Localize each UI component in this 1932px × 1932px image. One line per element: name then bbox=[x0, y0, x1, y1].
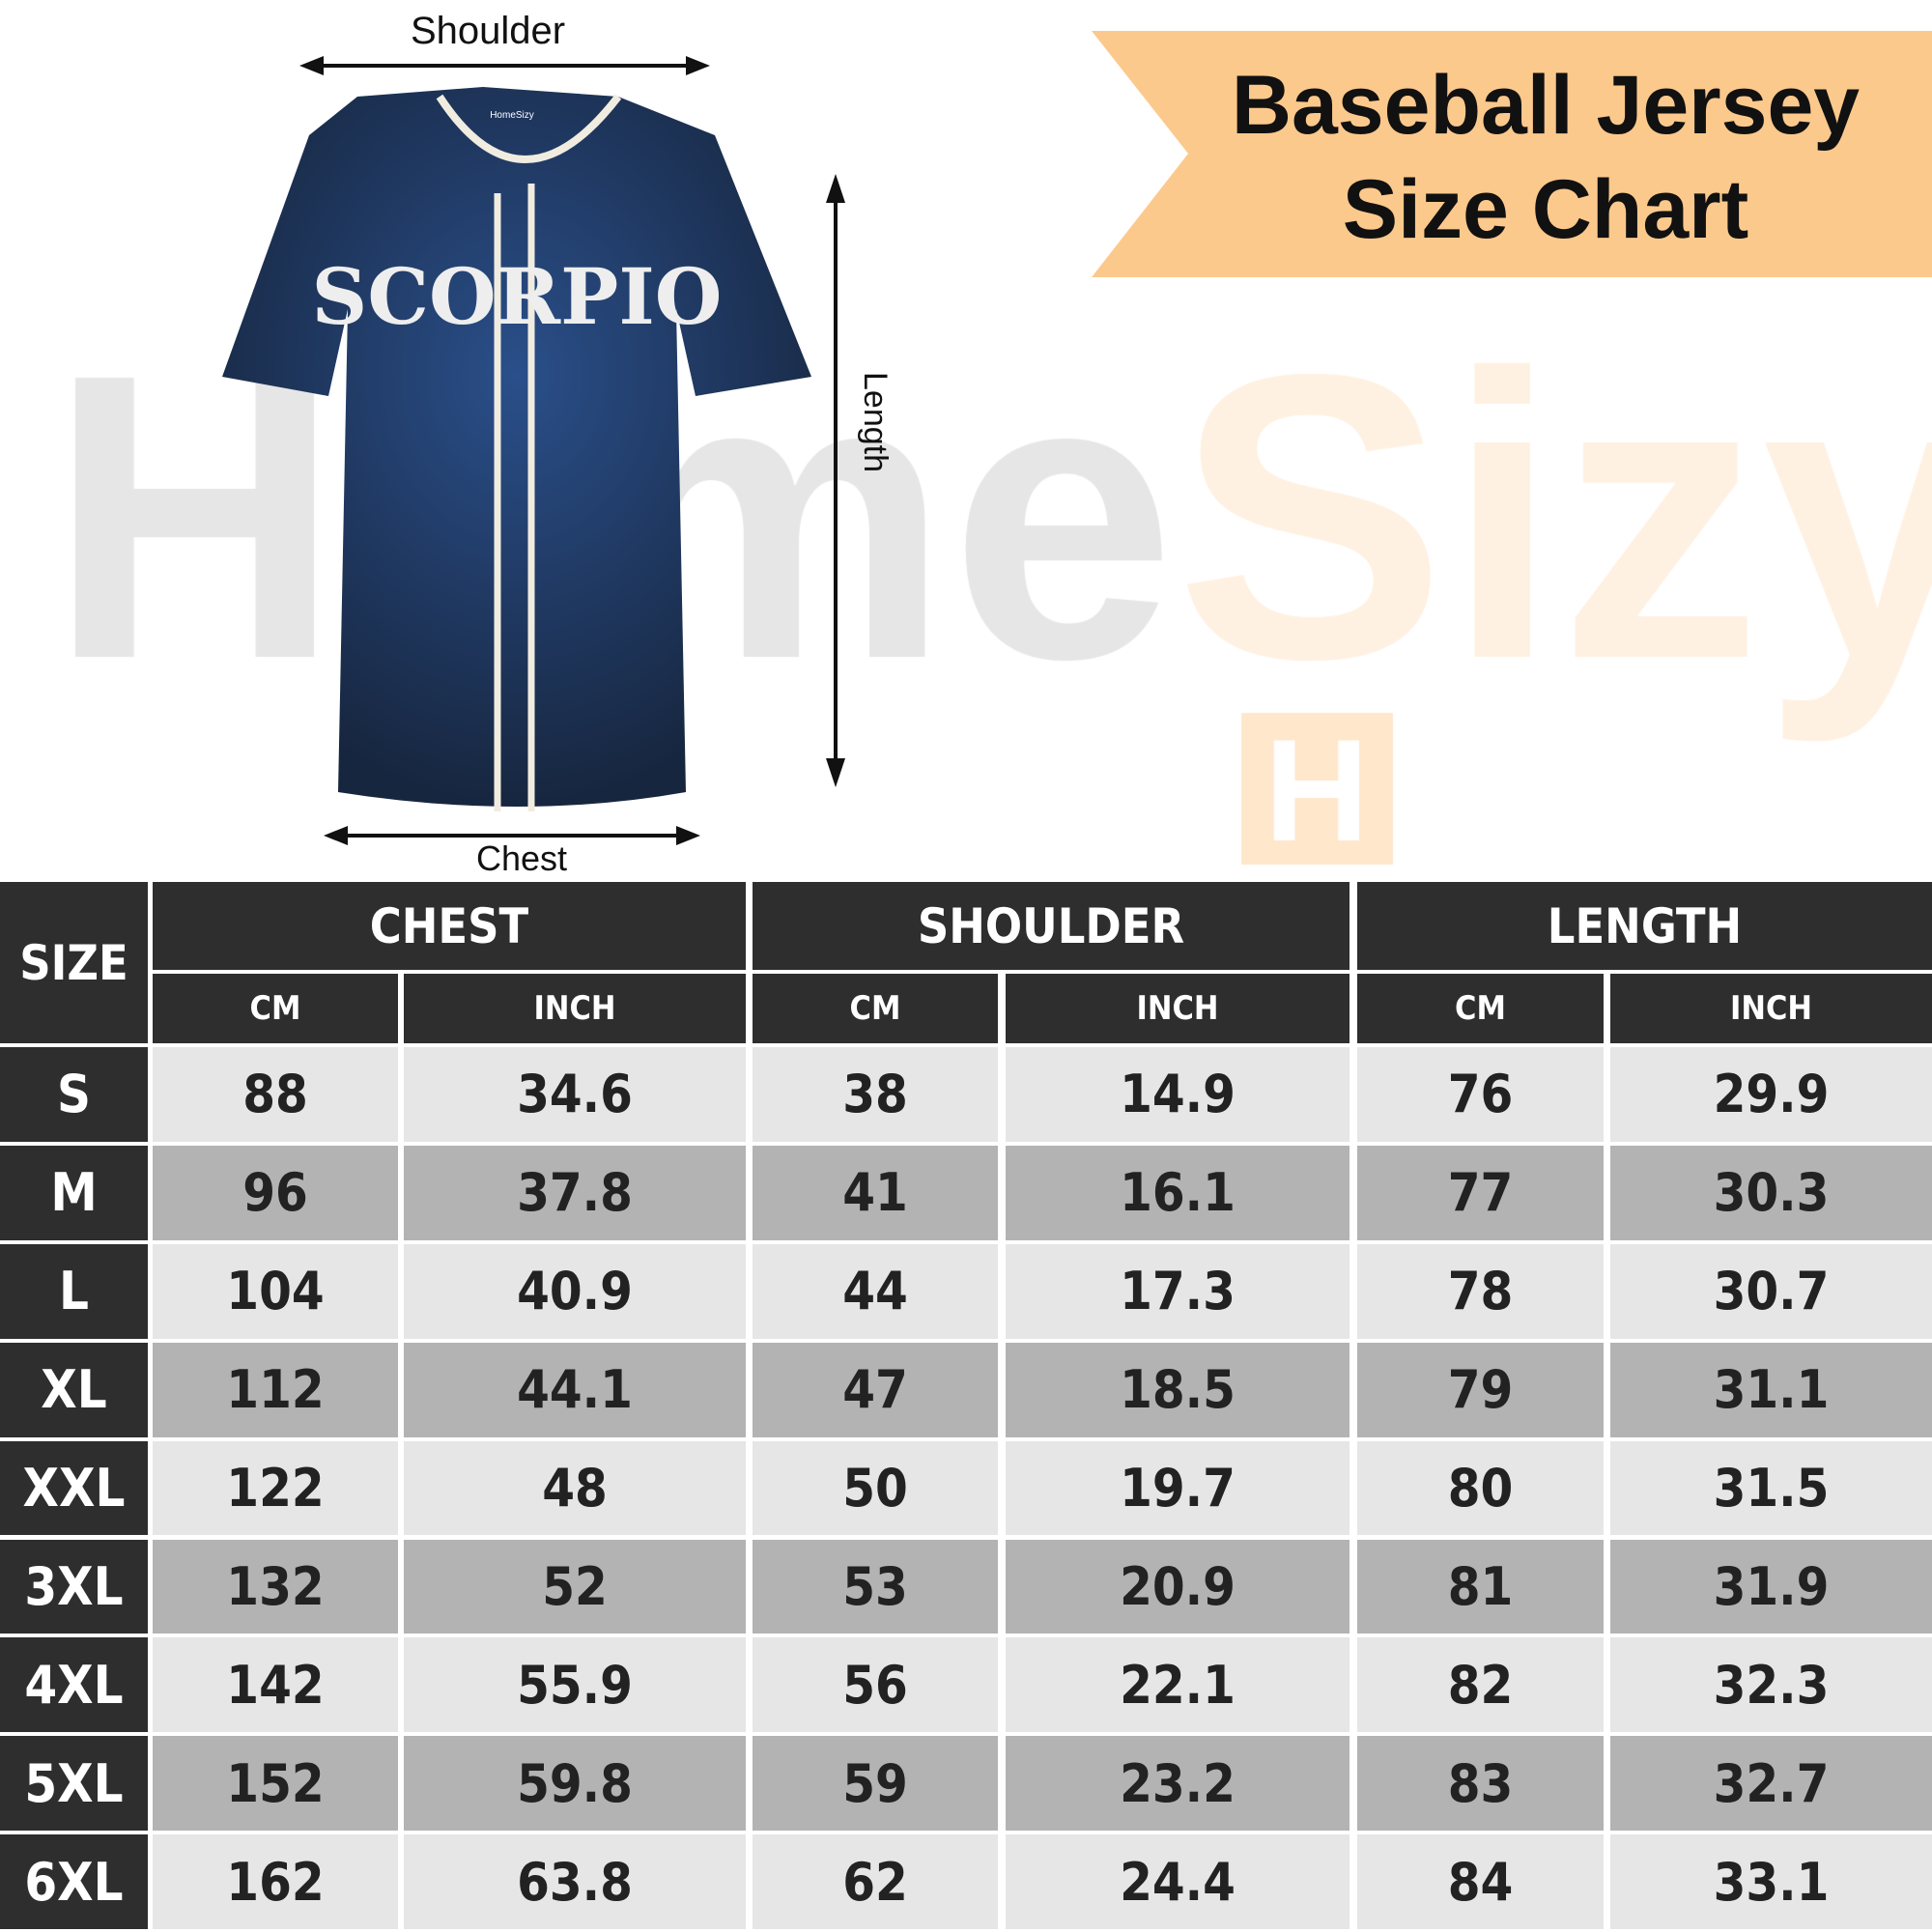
group-header: CHEST bbox=[153, 882, 746, 970]
unit-header: INCH bbox=[404, 974, 746, 1043]
value-cell: 80 bbox=[1357, 1440, 1604, 1536]
size-cell: XL bbox=[0, 1342, 148, 1437]
length-arrow bbox=[826, 174, 845, 787]
jersey-tag: HomeSizy bbox=[490, 110, 534, 121]
unit-header: INCH bbox=[1006, 974, 1350, 1043]
value-cell: 122 bbox=[153, 1440, 398, 1536]
value-cell: 30.7 bbox=[1610, 1243, 1932, 1339]
value-cell: 24.4 bbox=[1006, 1834, 1350, 1930]
value-cell: 38 bbox=[753, 1047, 998, 1142]
page-title: Baseball Jersey Size Chart bbox=[1231, 59, 1861, 256]
title-banner bbox=[1092, 31, 1932, 277]
value-cell: 152 bbox=[153, 1736, 398, 1832]
size-cell: 5XL bbox=[0, 1736, 148, 1832]
group-header: LENGTH bbox=[1357, 882, 1932, 970]
length-label: Length bbox=[857, 372, 894, 472]
value-cell: 29.9 bbox=[1610, 1047, 1932, 1142]
group-header: SHOULDER bbox=[753, 882, 1350, 970]
value-cell: 17.3 bbox=[1006, 1243, 1350, 1339]
value-cell: 132 bbox=[153, 1539, 398, 1634]
value-cell: 56 bbox=[753, 1637, 998, 1733]
value-cell: 40.9 bbox=[404, 1243, 746, 1339]
value-cell: 44 bbox=[753, 1243, 998, 1339]
value-cell: 37.8 bbox=[404, 1145, 746, 1240]
shoulder-label: Shoulder bbox=[411, 10, 566, 52]
value-cell: 41 bbox=[753, 1145, 998, 1240]
value-cell: 19.7 bbox=[1006, 1440, 1350, 1536]
value-cell: 20.9 bbox=[1006, 1539, 1350, 1634]
unit-header: CM bbox=[153, 974, 398, 1043]
value-cell: 104 bbox=[153, 1243, 398, 1339]
value-cell: 48 bbox=[404, 1440, 746, 1536]
value-cell: 81 bbox=[1357, 1539, 1604, 1634]
unit-header: CM bbox=[1357, 974, 1604, 1043]
jersey-image: SCORPIO HomeSizy bbox=[222, 87, 811, 811]
size-header: SIZE bbox=[0, 882, 148, 1043]
unit-header: CM bbox=[753, 974, 998, 1043]
value-cell: 142 bbox=[153, 1637, 398, 1733]
size-cell: M bbox=[0, 1145, 148, 1240]
size-cell: S bbox=[0, 1047, 148, 1142]
value-cell: 88 bbox=[153, 1047, 398, 1142]
jersey-text: SCORPIO bbox=[312, 251, 723, 342]
value-cell: 77 bbox=[1357, 1145, 1604, 1240]
value-cell: 31.9 bbox=[1610, 1539, 1932, 1634]
value-cell: 78 bbox=[1357, 1243, 1604, 1339]
value-cell: 52 bbox=[404, 1539, 746, 1634]
value-cell: 79 bbox=[1357, 1342, 1604, 1437]
value-cell: 23.2 bbox=[1006, 1736, 1350, 1832]
size-cell: L bbox=[0, 1243, 148, 1339]
size-cell: 3XL bbox=[0, 1539, 148, 1634]
unit-header: INCH bbox=[1610, 974, 1932, 1043]
value-cell: 16.1 bbox=[1006, 1145, 1350, 1240]
value-cell: 44.1 bbox=[404, 1342, 746, 1437]
value-cell: 53 bbox=[753, 1539, 998, 1634]
chest-arrow bbox=[324, 826, 700, 845]
value-cell: 32.7 bbox=[1610, 1736, 1932, 1832]
value-cell: 34.6 bbox=[404, 1047, 746, 1142]
value-cell: 83 bbox=[1357, 1736, 1604, 1832]
shoulder-arrow bbox=[299, 56, 710, 75]
size-cell: XXL bbox=[0, 1440, 148, 1536]
value-cell: 50 bbox=[753, 1440, 998, 1536]
value-cell: 32.3 bbox=[1610, 1637, 1932, 1733]
value-cell: 55.9 bbox=[404, 1637, 746, 1733]
value-cell: 96 bbox=[153, 1145, 398, 1240]
value-cell: 14.9 bbox=[1006, 1047, 1350, 1142]
value-cell: 47 bbox=[753, 1342, 998, 1437]
value-cell: 84 bbox=[1357, 1834, 1604, 1930]
value-cell: 82 bbox=[1357, 1637, 1604, 1733]
value-cell: 162 bbox=[153, 1834, 398, 1930]
value-cell: 76 bbox=[1357, 1047, 1604, 1142]
value-cell: 18.5 bbox=[1006, 1342, 1350, 1437]
value-cell: 62 bbox=[753, 1834, 998, 1930]
chest-label: Chest bbox=[476, 838, 568, 878]
value-cell: 31.5 bbox=[1610, 1440, 1932, 1536]
value-cell: 59.8 bbox=[404, 1736, 746, 1832]
value-cell: 30.3 bbox=[1610, 1145, 1932, 1240]
size-cell: 4XL bbox=[0, 1637, 148, 1733]
value-cell: 112 bbox=[153, 1342, 398, 1437]
value-cell: 31.1 bbox=[1610, 1342, 1932, 1437]
size-cell: 6XL bbox=[0, 1834, 148, 1930]
value-cell: 59 bbox=[753, 1736, 998, 1832]
value-cell: 63.8 bbox=[404, 1834, 746, 1930]
value-cell: 22.1 bbox=[1006, 1637, 1350, 1733]
value-cell: 33.1 bbox=[1610, 1834, 1932, 1930]
